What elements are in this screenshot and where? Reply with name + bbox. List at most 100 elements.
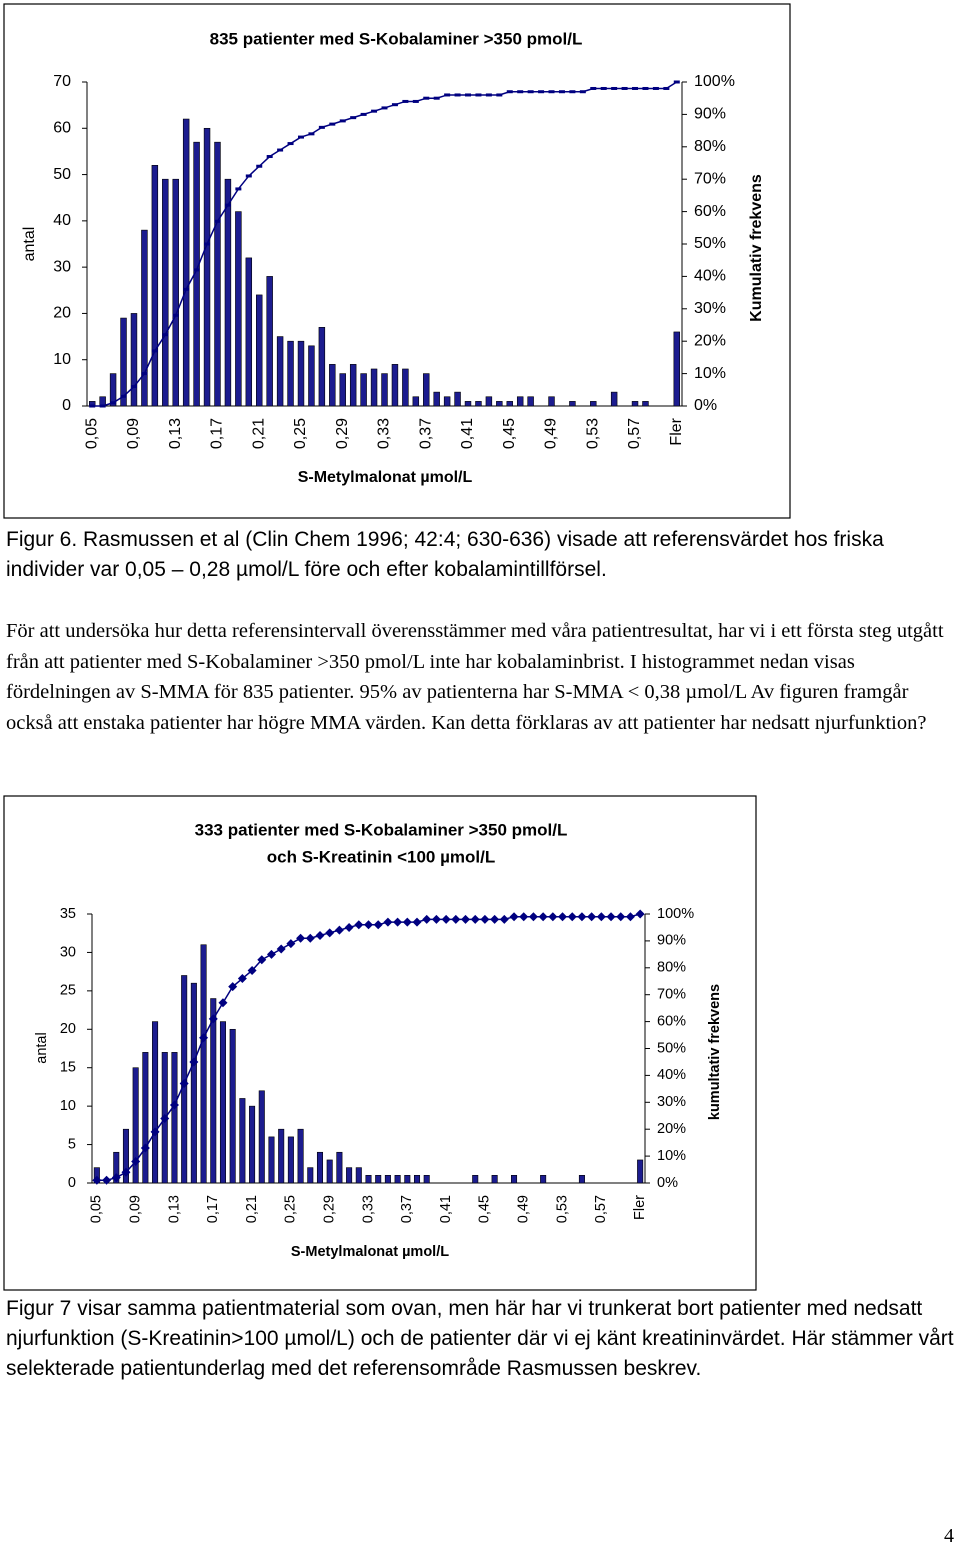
y-tick-label: 30 [60, 944, 76, 960]
x-tick-label: 0,33 [376, 418, 393, 449]
line-marker [461, 914, 471, 924]
bar [527, 396, 534, 407]
line-marker [600, 86, 607, 90]
y-tick-label: 60 [53, 120, 71, 137]
line-marker [527, 90, 534, 94]
y-axis-label: antal [21, 227, 38, 262]
y2-axis-label: kumultativ frekvens [707, 984, 723, 1120]
line-marker [441, 914, 451, 924]
y2-tick-label: 30% [657, 1094, 686, 1110]
line-marker [162, 333, 169, 337]
x-tick-label: 0,25 [292, 418, 309, 449]
bar [162, 178, 169, 407]
x-tick-label: 0,17 [209, 418, 226, 449]
line-marker [169, 1100, 179, 1110]
bar [590, 401, 597, 407]
bar [346, 1167, 353, 1184]
bar [491, 1175, 498, 1184]
x-tick-label: 0,53 [554, 1195, 570, 1223]
line-marker [548, 912, 558, 922]
x-tick-label: 0,05 [89, 1195, 105, 1223]
y2-tick-label: 0% [657, 1175, 678, 1191]
line-marker [632, 86, 639, 90]
line-marker [102, 1175, 112, 1185]
line-marker [475, 93, 482, 97]
x-tick-label: 0,49 [543, 418, 560, 449]
y2-tick-label: 20% [657, 1121, 686, 1137]
bar [349, 364, 357, 407]
line-marker [329, 122, 336, 126]
y2-tick-label: 50% [657, 1040, 686, 1056]
x-tick-label: 0,21 [244, 1195, 260, 1223]
line-marker [256, 164, 263, 168]
bar [578, 1175, 585, 1184]
y2-tick-label: 40% [694, 268, 726, 285]
bar [454, 391, 461, 407]
line-marker [517, 90, 524, 94]
y2-tick-label: 100% [657, 906, 694, 922]
bar [511, 1175, 518, 1184]
bar [249, 1105, 256, 1184]
bar [172, 178, 179, 407]
bar [141, 229, 148, 407]
bar [642, 401, 649, 407]
line-marker [596, 912, 606, 922]
bar [182, 118, 190, 407]
line-marker [480, 914, 490, 924]
x-tick-label: 0,41 [438, 1195, 454, 1223]
bar [391, 364, 399, 407]
line-marker [350, 116, 357, 120]
bar [506, 401, 513, 407]
paragraph: För att undersöka hur detta referensinte… [6, 620, 944, 734]
y2-tick-label: 50% [694, 235, 726, 252]
y-tick-label: 70 [53, 73, 71, 90]
bar [569, 401, 576, 407]
x-tick-label: 0,21 [250, 418, 267, 449]
line-marker [277, 148, 284, 152]
y2-tick-label: 60% [657, 1013, 686, 1029]
x-tick-label: 0,09 [127, 1195, 143, 1223]
bar [423, 1175, 430, 1184]
x-tick-label: 0,25 [283, 1195, 299, 1223]
bar [245, 257, 253, 407]
line-marker [318, 125, 325, 129]
line-marker [567, 912, 577, 922]
line-marker [431, 914, 441, 924]
x-tick-label: 0,17 [205, 1195, 221, 1223]
bar [548, 396, 555, 407]
line-marker [339, 119, 346, 123]
y2-tick-label: 80% [694, 138, 726, 155]
line-marker [577, 912, 587, 922]
line-marker [183, 287, 190, 291]
x-tick-label: Fler [668, 417, 685, 445]
y2-tick-label: 30% [694, 300, 726, 317]
line-marker [412, 99, 419, 103]
y-tick-label: 50 [53, 166, 71, 183]
y2-tick-label: 90% [694, 106, 726, 123]
bar [171, 1052, 178, 1184]
x-tick-label: 0,13 [167, 418, 184, 449]
line-marker [538, 912, 548, 922]
line-marker [92, 1175, 102, 1185]
line-marker [579, 90, 586, 94]
line-marker [130, 385, 137, 389]
line-marker [673, 80, 680, 84]
bar [365, 1175, 372, 1184]
y-tick-label: 0 [68, 1175, 76, 1191]
chart-frame [3, 795, 757, 1291]
line-marker [89, 404, 96, 408]
line-marker [334, 925, 344, 935]
x-tick-label: 0,53 [584, 418, 601, 449]
line-marker [179, 1078, 189, 1088]
bar [109, 373, 117, 407]
bar [326, 1159, 333, 1184]
y2-tick-label: 20% [694, 332, 726, 349]
x-tick-label: 0,37 [399, 1195, 415, 1223]
chart-frame [3, 3, 791, 519]
bar [151, 165, 159, 407]
x-tick-label: 0,49 [516, 1195, 532, 1223]
line-marker [558, 912, 568, 922]
bar [297, 340, 305, 407]
line-marker [224, 203, 231, 207]
